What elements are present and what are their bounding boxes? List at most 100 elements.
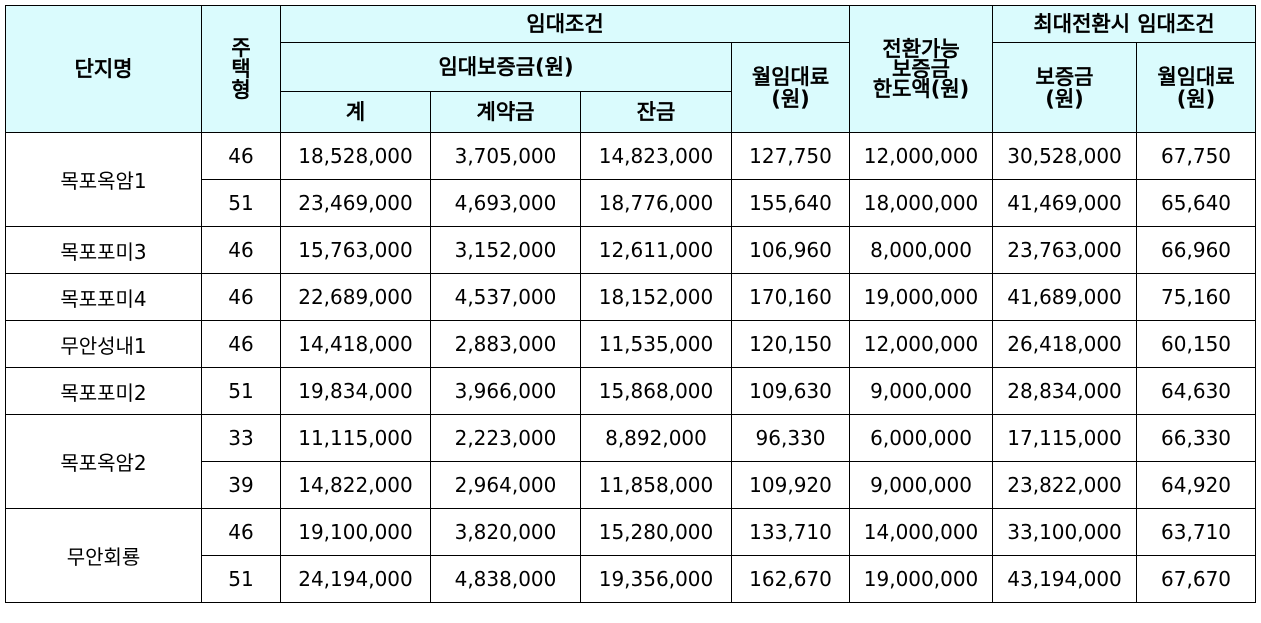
cell-max-deposit: 26,418,000 <box>992 320 1138 368</box>
cell-balance: 18,776,000 <box>580 179 732 227</box>
cell-balance: 11,535,000 <box>580 320 732 368</box>
cell-housing-type: 39 <box>201 461 281 509</box>
cell-deposit-total: 11,115,000 <box>280 414 431 462</box>
table-row: 무안성내1 46 14,418,000 2,883,000 11,535,000 120,… <box>5 320 1257 368</box>
cell-balance: 11,858,000 <box>580 461 732 509</box>
cell-max-monthly-rent: 66,960 <box>1136 226 1257 274</box>
cell-max-deposit: 17,115,000 <box>992 414 1138 462</box>
header-contract-fee: 계약금 <box>430 91 581 133</box>
header-max-monthly-rent: 월임대료 (원) <box>1136 42 1257 133</box>
cell-deposit-total: 19,834,000 <box>280 367 431 415</box>
cell-monthly-rent: 109,920 <box>730 461 851 509</box>
cell-complex-name: 목포포미2 <box>5 367 202 415</box>
cell-convertible-limit: 6,000,000 <box>849 414 994 462</box>
table-row: 무안회룡 46 19,100,000 3,820,000 15,280,000 133,7… <box>5 508 1257 603</box>
header-max-conversion: 최대전환시 임대조건 <box>992 5 1257 43</box>
cell-max-monthly-rent: 67,750 <box>1136 132 1257 180</box>
cell-max-monthly-rent: 64,920 <box>1136 461 1257 509</box>
cell-monthly-rent: 109,630 <box>730 367 851 415</box>
cell-deposit-total: 15,763,000 <box>280 226 431 274</box>
cell-monthly-rent: 133,710 <box>730 508 851 556</box>
cell-max-monthly-rent: 60,150 <box>1136 320 1257 368</box>
cell-contract-fee: 2,223,000 <box>430 414 581 462</box>
cell-housing-type: 46 <box>201 273 281 321</box>
cell-max-deposit: 23,763,000 <box>992 226 1138 274</box>
cell-max-monthly-rent: 75,160 <box>1136 273 1257 321</box>
cell-balance: 18,152,000 <box>580 273 732 321</box>
header-monthly-rent: 월임대료 (원) <box>730 42 851 133</box>
cell-monthly-rent: 96,330 <box>730 414 851 462</box>
cell-housing-type: 46 <box>201 132 281 180</box>
cell-deposit-total: 14,822,000 <box>280 461 431 509</box>
cell-deposit-total: 22,689,000 <box>280 273 431 321</box>
header-convertible-limit: 전환가능 보증금 한도액(원) <box>849 5 994 133</box>
cell-max-deposit: 43,194,000 <box>992 555 1138 603</box>
header-complex-name: 단지명 <box>5 5 202 133</box>
header-total: 계 <box>280 91 431 133</box>
cell-housing-type: 51 <box>201 555 281 603</box>
cell-complex-name: 목포옥암2 <box>5 414 202 509</box>
cell-contract-fee: 4,838,000 <box>430 555 581 603</box>
cell-max-deposit: 28,834,000 <box>992 367 1138 415</box>
cell-balance: 8,892,000 <box>580 414 732 462</box>
cell-contract-fee: 2,964,000 <box>430 461 581 509</box>
cell-max-deposit: 33,100,000 <box>992 508 1138 556</box>
cell-convertible-limit: 9,000,000 <box>849 461 994 509</box>
cell-complex-name: 목포옥암1 <box>5 132 202 227</box>
cell-deposit-total: 23,469,000 <box>280 179 431 227</box>
cell-balance: 12,611,000 <box>580 226 732 274</box>
cell-convertible-limit: 12,000,000 <box>849 320 994 368</box>
cell-max-monthly-rent: 64,630 <box>1136 367 1257 415</box>
cell-complex-name: 목포포미3 <box>5 226 202 274</box>
cell-max-monthly-rent: 65,640 <box>1136 179 1257 227</box>
table-row: 목포포미2 51 19,834,000 3,966,000 15,868,000 109,… <box>5 367 1257 415</box>
cell-monthly-rent: 120,150 <box>730 320 851 368</box>
cell-deposit-total: 14,418,000 <box>280 320 431 368</box>
cell-housing-type: 33 <box>201 414 281 462</box>
cell-contract-fee: 4,693,000 <box>430 179 581 227</box>
header-balance: 잔금 <box>580 91 732 133</box>
cell-contract-fee: 3,705,000 <box>430 132 581 180</box>
cell-convertible-limit: 12,000,000 <box>849 132 994 180</box>
cell-convertible-limit: 19,000,000 <box>849 273 994 321</box>
cell-balance: 15,280,000 <box>580 508 732 556</box>
cell-convertible-limit: 14,000,000 <box>849 508 994 556</box>
cell-contract-fee: 3,966,000 <box>430 367 581 415</box>
cell-convertible-limit: 18,000,000 <box>849 179 994 227</box>
cell-max-deposit: 30,528,000 <box>992 132 1138 180</box>
cell-deposit-total: 19,100,000 <box>280 508 431 556</box>
cell-balance: 15,868,000 <box>580 367 732 415</box>
cell-deposit-total: 24,194,000 <box>280 555 431 603</box>
cell-housing-type: 46 <box>201 226 281 274</box>
cell-housing-type: 51 <box>201 179 281 227</box>
cell-max-deposit: 23,822,000 <box>992 461 1138 509</box>
table-row: 51 24,194,000 4,838,000 19,356,000 162,670 19… <box>6 555 1257 603</box>
cell-deposit-total: 18,528,000 <box>280 132 431 180</box>
cell-contract-fee: 4,537,000 <box>430 273 581 321</box>
cell-convertible-limit: 19,000,000 <box>849 555 994 603</box>
cell-max-deposit: 41,469,000 <box>992 179 1138 227</box>
cell-max-monthly-rent: 63,710 <box>1136 508 1257 556</box>
cell-monthly-rent: 155,640 <box>730 179 851 227</box>
table-row: 목포포미3 46 15,763,000 3,152,000 12,611,000 106,… <box>5 226 1257 274</box>
header-housing-type: 주택형 <box>201 5 281 133</box>
cell-convertible-limit: 9,000,000 <box>849 367 994 415</box>
table-body: 목포옥암1 46 18,528,000 3,705,000 14,823,000 127,… <box>5 132 1257 603</box>
cell-contract-fee: 3,152,000 <box>430 226 581 274</box>
cell-housing-type: 46 <box>201 320 281 368</box>
cell-max-monthly-rent: 67,670 <box>1136 555 1257 603</box>
header-rental-conditions: 임대조건 <box>279 5 851 43</box>
cell-balance: 19,356,000 <box>580 555 732 603</box>
cell-complex-name: 무안성내1 <box>5 320 202 368</box>
cell-balance: 14,823,000 <box>580 132 732 180</box>
table-header: 단지명 주택형 임대조건 전환가능 보증금 한도액(원) 최대전환시 임대조건 … <box>5 5 1257 133</box>
table-row: 39 14,822,000 2,964,000 11,858,000 109,920 9,… <box>6 461 1257 509</box>
cell-monthly-rent: 106,960 <box>730 226 851 274</box>
header-deposit-group: 임대보증금(원) <box>280 42 732 92</box>
rental-conditions-table: 단지명 주택형 임대조건 전환가능 보증금 한도액(원) 최대전환시 임대조건 … <box>5 5 1257 603</box>
cell-monthly-rent: 162,670 <box>730 555 851 603</box>
header-max-deposit: 보증금 (원) <box>992 42 1138 133</box>
table-row: 목포포미4 46 22,689,000 4,537,000 18,152,000 170,… <box>5 273 1257 321</box>
table-row: 목포옥암2 33 11,115,000 2,223,000 8,892,000 96,33… <box>5 414 1257 509</box>
cell-contract-fee: 3,820,000 <box>430 508 581 556</box>
